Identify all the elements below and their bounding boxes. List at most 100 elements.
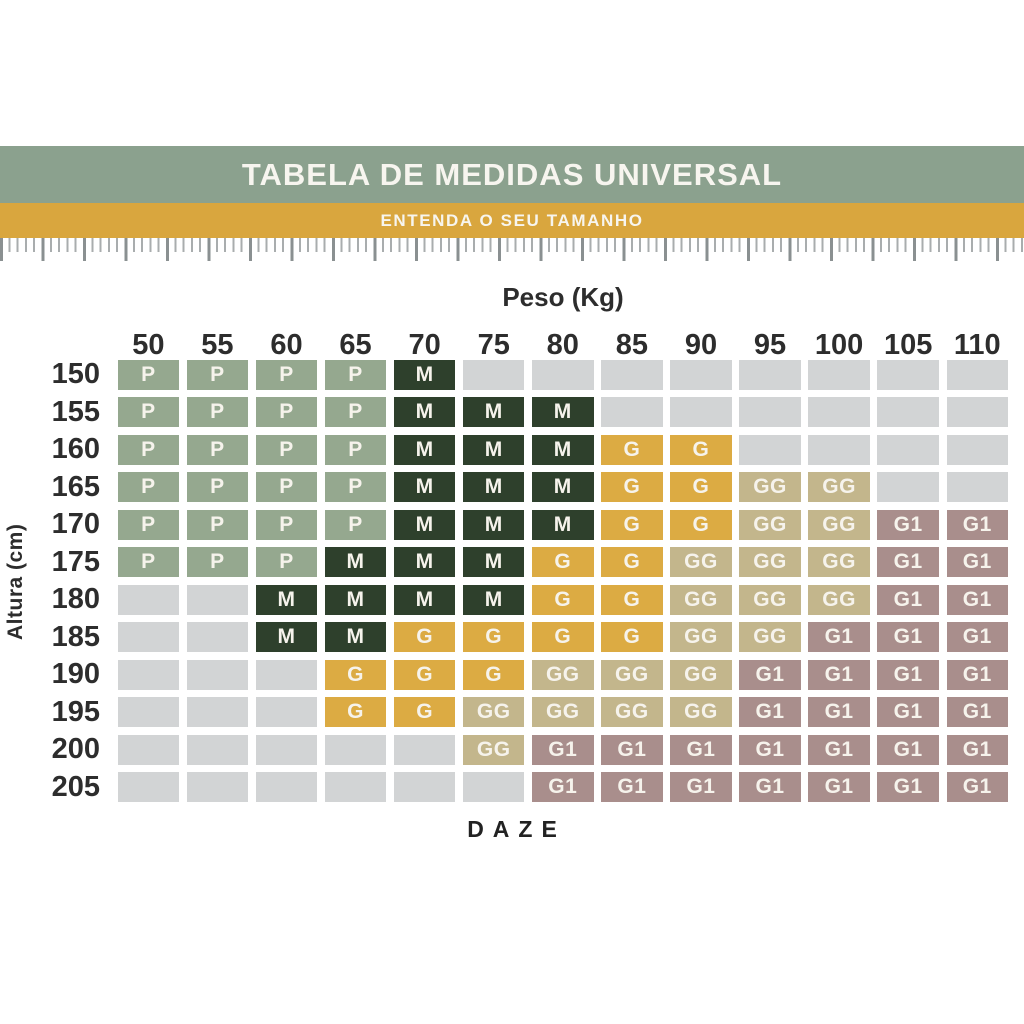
empty-cell [117, 734, 180, 765]
height-row-label: 190 [51, 658, 100, 690]
size-cell: P [117, 359, 180, 390]
size-cell: GG [808, 584, 870, 615]
weight-column-header: 110 [953, 329, 1001, 361]
size-cell: M [393, 359, 456, 390]
empty-cell [186, 584, 249, 615]
empty-cell [946, 434, 1008, 465]
ruler-long-ticks [0, 238, 1024, 261]
size-cell: P [255, 472, 318, 502]
empty-cell [186, 697, 249, 727]
empty-cell [324, 734, 387, 765]
size-table-section: Peso (Kg) Altura (cm) 50 55 60 65 70 75 80 85 90… [0, 282, 1024, 802]
size-cell: M [393, 472, 456, 502]
size-cell: P [186, 359, 249, 390]
size-cell: GG [739, 584, 801, 615]
page-title: TABELA DE MEDIDAS UNIVERSAL [241, 156, 783, 192]
empty-cell [877, 359, 939, 390]
empty-cell [186, 734, 249, 765]
size-cell: GG [739, 547, 801, 577]
size-cell: P [324, 472, 387, 502]
empty-cell [117, 622, 180, 652]
size-cell: G1 [808, 659, 870, 690]
size-cell: G [462, 659, 525, 690]
empty-cell [670, 359, 732, 390]
size-cell: GG [670, 659, 732, 690]
size-cell: GG [808, 472, 870, 502]
size-cell: G1 [946, 734, 1008, 765]
empty-cell [601, 397, 663, 427]
footer: DAZE [0, 816, 1024, 843]
height-row-label: 170 [51, 508, 100, 540]
size-cell: G1 [946, 772, 1008, 802]
size-cell: M [324, 584, 387, 615]
brand-logo: DAZE [467, 816, 566, 842]
height-row-label: 165 [51, 470, 100, 503]
size-cell: M [462, 434, 525, 465]
size-cell: GG [670, 547, 732, 577]
size-cell: G1 [808, 622, 870, 652]
size-cell: G1 [532, 734, 594, 765]
empty-cell [186, 659, 249, 690]
size-cell: G1 [739, 772, 801, 802]
empty-cell [117, 659, 180, 690]
weight-column-header: 75 [477, 329, 510, 361]
size-cell: P [255, 434, 318, 465]
size-cell: P [324, 509, 387, 540]
empty-cell [117, 697, 180, 727]
size-cell: GG [808, 547, 870, 577]
size-cell: G1 [739, 734, 801, 765]
size-cell: P [255, 509, 318, 540]
empty-cell [393, 734, 456, 765]
weight-column-header: 70 [408, 329, 441, 361]
size-cell: G [601, 434, 663, 465]
size-cell: G1 [532, 772, 594, 802]
size-cell: G1 [739, 659, 801, 690]
top-whitespace [0, 0, 1024, 146]
empty-cell [808, 434, 870, 465]
height-row-label: 200 [51, 733, 100, 765]
weight-column-header: 100 [814, 329, 864, 361]
size-cell: GG [462, 697, 525, 727]
empty-cell [117, 772, 180, 802]
size-cell: M [462, 509, 525, 540]
height-axis-label: Altura (cm) [4, 523, 27, 640]
empty-cell [877, 472, 939, 502]
empty-cell [255, 734, 318, 765]
weight-column-header: 90 [684, 329, 718, 361]
size-cell: P [117, 547, 180, 577]
size-cell: M [393, 434, 456, 465]
size-cell: G1 [946, 659, 1008, 690]
empty-cell [739, 397, 801, 427]
size-cell: GG [532, 659, 594, 690]
size-cell: P [117, 434, 180, 465]
size-cell: P [324, 434, 387, 465]
height-row-label: 195 [51, 695, 100, 728]
weight-column-header: 50 [132, 329, 165, 361]
size-cell: G [393, 697, 456, 727]
size-cell: P [117, 397, 180, 427]
size-cell: G1 [877, 772, 939, 802]
empty-cell [393, 772, 456, 802]
size-cell: G1 [877, 734, 939, 765]
size-cell: G1 [601, 734, 663, 765]
size-cell: P [186, 397, 249, 427]
size-cell: GG [601, 659, 663, 690]
weight-column-header: 55 [201, 329, 234, 361]
size-cell: M [255, 622, 318, 652]
size-cell: M [532, 397, 594, 427]
size-cell: G [532, 584, 594, 615]
weight-axis-label: Peso (Kg) [502, 282, 624, 312]
size-cell: M [393, 397, 456, 427]
empty-cell [324, 772, 387, 802]
size-cell: P [186, 547, 249, 577]
empty-cell [186, 622, 249, 652]
size-cell: G1 [877, 509, 939, 540]
height-row-label: 185 [51, 620, 100, 653]
size-cell: G1 [946, 622, 1008, 652]
size-cell: G1 [877, 584, 939, 615]
empty-cell [946, 472, 1008, 502]
weight-column-header: 85 [615, 329, 648, 361]
size-cell: M [393, 509, 456, 540]
empty-cell [601, 359, 663, 390]
size-cell: G [670, 434, 732, 465]
